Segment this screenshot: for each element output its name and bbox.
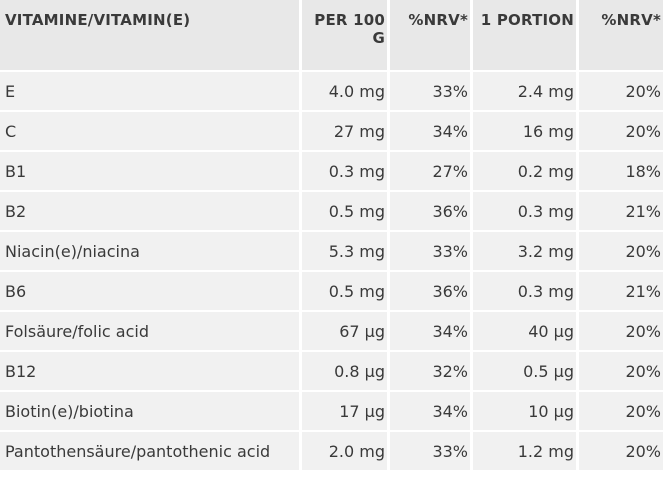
vitamin-name: C xyxy=(0,112,302,152)
table-row: E 4.0 mg 33% 2.4 mg 20% xyxy=(0,72,663,112)
nrv-portion-value: 20% xyxy=(579,432,663,472)
portion-value: 10 µg xyxy=(473,392,579,432)
nrv-portion-value: 18% xyxy=(579,152,663,192)
portion-value: 40 µg xyxy=(473,312,579,352)
nrv-100g-value: 33% xyxy=(390,72,473,112)
portion-value: 2.4 mg xyxy=(473,72,579,112)
nrv-100g-value: 33% xyxy=(390,232,473,272)
table-row: Pantothensäure/pantothenic acid 2.0 mg 3… xyxy=(0,432,663,472)
portion-value: 0.2 mg xyxy=(473,152,579,192)
portion-value: 0.5 µg xyxy=(473,352,579,392)
table-row: Folsäure/folic acid 67 µg 34% 40 µg 20% xyxy=(0,312,663,352)
portion-value: 0.3 mg xyxy=(473,192,579,232)
nrv-portion-value: 21% xyxy=(579,272,663,312)
per-100g-value: 0.5 mg xyxy=(302,192,390,232)
vitamin-name: Pantothensäure/pantothenic acid xyxy=(0,432,302,472)
portion-value: 16 mg xyxy=(473,112,579,152)
nrv-100g-value: 34% xyxy=(390,392,473,432)
nrv-portion-value: 20% xyxy=(579,312,663,352)
per-100g-value: 67 µg xyxy=(302,312,390,352)
nrv-100g-value: 36% xyxy=(390,192,473,232)
table-row: B1 0.3 mg 27% 0.2 mg 18% xyxy=(0,152,663,192)
nrv-portion-value: 20% xyxy=(579,232,663,272)
header-nrv-portion: %NRV* xyxy=(579,0,663,72)
vitamin-name: B12 xyxy=(0,352,302,392)
nrv-100g-value: 36% xyxy=(390,272,473,312)
per-100g-value: 27 mg xyxy=(302,112,390,152)
vitamin-name: B1 xyxy=(0,152,302,192)
vitamin-name: E xyxy=(0,72,302,112)
header-1-portion: 1 PORTION xyxy=(473,0,579,72)
portion-value: 1.2 mg xyxy=(473,432,579,472)
table-row: B2 0.5 mg 36% 0.3 mg 21% xyxy=(0,192,663,232)
nrv-100g-value: 33% xyxy=(390,432,473,472)
vitamin-name: B2 xyxy=(0,192,302,232)
portion-value: 3.2 mg xyxy=(473,232,579,272)
per-100g-value: 0.5 mg xyxy=(302,272,390,312)
nrv-portion-value: 20% xyxy=(579,72,663,112)
per-100g-value: 5.3 mg xyxy=(302,232,390,272)
per-100g-value: 2.0 mg xyxy=(302,432,390,472)
per-100g-value: 0.3 mg xyxy=(302,152,390,192)
vitamin-name: Folsäure/folic acid xyxy=(0,312,302,352)
table-row: Niacin(e)/niacina 5.3 mg 33% 3.2 mg 20% xyxy=(0,232,663,272)
nrv-100g-value: 27% xyxy=(390,152,473,192)
table-row: Biotin(e)/biotina 17 µg 34% 10 µg 20% xyxy=(0,392,663,432)
nrv-100g-value: 32% xyxy=(390,352,473,392)
nrv-100g-value: 34% xyxy=(390,112,473,152)
table-row: C 27 mg 34% 16 mg 20% xyxy=(0,112,663,152)
nrv-portion-value: 21% xyxy=(579,192,663,232)
nrv-portion-value: 20% xyxy=(579,392,663,432)
table-header: VITAMINE/VITAMIN(E) PER 100 G %NRV* 1 PO… xyxy=(0,0,663,72)
vitamin-name: Biotin(e)/biotina xyxy=(0,392,302,432)
table-row: B12 0.8 µg 32% 0.5 µg 20% xyxy=(0,352,663,392)
header-nrv-100g: %NRV* xyxy=(390,0,473,72)
table-row: B6 0.5 mg 36% 0.3 mg 21% xyxy=(0,272,663,312)
table-body: E 4.0 mg 33% 2.4 mg 20% C 27 mg 34% 16 m… xyxy=(0,72,663,472)
vitamin-name: B6 xyxy=(0,272,302,312)
per-100g-value: 0.8 µg xyxy=(302,352,390,392)
portion-value: 0.3 mg xyxy=(473,272,579,312)
per-100g-value: 17 µg xyxy=(302,392,390,432)
nrv-100g-value: 34% xyxy=(390,312,473,352)
header-vitamin: VITAMINE/VITAMIN(E) xyxy=(0,0,302,72)
header-per-100g: PER 100 G xyxy=(302,0,390,72)
header-row: VITAMINE/VITAMIN(E) PER 100 G %NRV* 1 PO… xyxy=(0,0,663,72)
per-100g-value: 4.0 mg xyxy=(302,72,390,112)
vitamin-name: Niacin(e)/niacina xyxy=(0,232,302,272)
nrv-portion-value: 20% xyxy=(579,352,663,392)
nrv-portion-value: 20% xyxy=(579,112,663,152)
